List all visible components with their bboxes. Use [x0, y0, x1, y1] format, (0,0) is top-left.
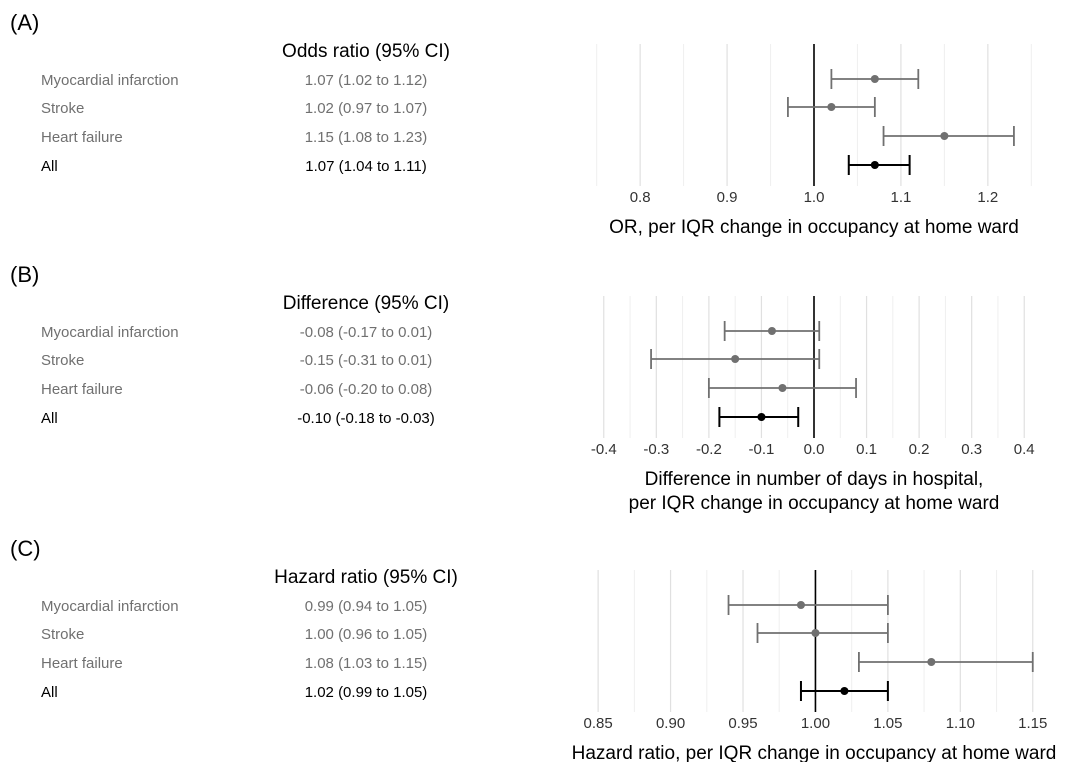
row-estimate-text: 1.02 (0.99 to 1.05) — [305, 684, 428, 701]
x-tick-label: 0.0 — [804, 441, 825, 458]
x-tick-label: -0.4 — [591, 441, 617, 458]
point-estimate — [940, 132, 949, 140]
estimate-column-header: Odds ratio (95% CI) — [282, 41, 450, 62]
x-tick-label: 0.2 — [909, 441, 930, 458]
x-tick-label: 1.0 — [804, 189, 825, 206]
panel-2: (C) Hazard ratio (95% CI) 0.85 0.90 0.95 1.00… — [10, 536, 1056, 762]
point-estimate — [811, 629, 820, 637]
row-estimate-text: 1.02 (0.97 to 1.07) — [305, 100, 428, 117]
panel-label: (A) — [10, 10, 39, 35]
estimate-column-header: Difference (95% CI) — [283, 293, 450, 314]
x-axis-title: OR, per IQR change in occupancy at home … — [609, 217, 1019, 238]
x-axis-title: Difference in number of days in hospital… — [645, 469, 984, 490]
x-tick-label: 0.8 — [630, 189, 651, 206]
point-estimate — [827, 103, 836, 111]
row-label: Myocardial infarction — [41, 72, 179, 89]
x-tick-label: 1.10 — [946, 715, 975, 732]
row-estimate-text: -0.10 (-0.18 to -0.03) — [297, 410, 435, 427]
x-tick-label: 1.05 — [873, 715, 902, 732]
point-estimate — [870, 75, 879, 83]
row-label: Stroke — [41, 626, 84, 643]
row-label: Stroke — [41, 352, 84, 369]
row-label: All — [41, 158, 58, 175]
x-tick-label: 0.9 — [717, 189, 738, 206]
x-tick-label: 1.2 — [977, 189, 998, 206]
point-estimate — [796, 601, 805, 609]
row-label: Stroke — [41, 100, 84, 117]
point-estimate — [840, 687, 849, 695]
x-tick-label: 0.1 — [856, 441, 877, 458]
row-estimate-text: 1.00 (0.96 to 1.05) — [305, 626, 428, 643]
panel-label: (C) — [10, 536, 41, 561]
row-label: All — [41, 684, 58, 701]
row-label: All — [41, 410, 58, 427]
panel-0: (A) Odds ratio (95% CI) 0.8 0.9 1.0 1.1 1.2 OR,… — [10, 10, 1032, 238]
x-tick-label: 0.95 — [728, 715, 757, 732]
row-label: Heart failure — [41, 129, 123, 146]
point-estimate — [927, 658, 936, 666]
row-estimate-text: -0.15 (-0.31 to 0.01) — [300, 352, 433, 369]
point-estimate — [778, 384, 787, 392]
x-axis-title: Hazard ratio, per IQR change in occupanc… — [572, 743, 1057, 762]
x-tick-label: 1.00 — [801, 715, 830, 732]
row-label: Heart failure — [41, 655, 123, 672]
row-estimate-text: -0.06 (-0.20 to 0.08) — [300, 381, 433, 398]
x-tick-label: -0.3 — [643, 441, 669, 458]
point-estimate — [767, 327, 776, 335]
x-tick-label: 1.15 — [1018, 715, 1047, 732]
row-label: Myocardial infarction — [41, 598, 179, 615]
x-axis-title: per IQR change in occupancy at home ward — [629, 493, 1000, 514]
x-tick-label: 1.1 — [890, 189, 911, 206]
row-estimate-text: 1.07 (1.04 to 1.11) — [305, 158, 426, 175]
row-estimate-text: 1.07 (1.02 to 1.12) — [305, 72, 428, 89]
point-estimate — [757, 413, 766, 421]
row-estimate-text: -0.08 (-0.17 to 0.01) — [300, 324, 433, 341]
row-estimate-text: 1.15 (1.08 to 1.23) — [305, 129, 428, 146]
panel-label: (B) — [10, 262, 39, 287]
point-estimate — [870, 161, 879, 169]
x-tick-label: 0.85 — [584, 715, 613, 732]
row-estimate-text: 1.08 (1.03 to 1.15) — [305, 655, 428, 672]
estimate-column-header: Hazard ratio (95% CI) — [274, 567, 458, 588]
row-estimate-text: 0.99 (0.94 to 1.05) — [305, 598, 428, 615]
x-tick-label: -0.1 — [749, 441, 775, 458]
x-tick-label: 0.3 — [961, 441, 982, 458]
x-tick-label: -0.2 — [696, 441, 722, 458]
x-tick-label: 0.4 — [1014, 441, 1035, 458]
panel-1: (B) Difference (95% CI) -0.4 -0.3 -0.2 -0.1 0.… — [10, 262, 1035, 514]
x-tick-label: 0.90 — [656, 715, 685, 732]
row-label: Myocardial infarction — [41, 324, 179, 341]
row-label: Heart failure — [41, 381, 123, 398]
point-estimate — [731, 355, 740, 363]
